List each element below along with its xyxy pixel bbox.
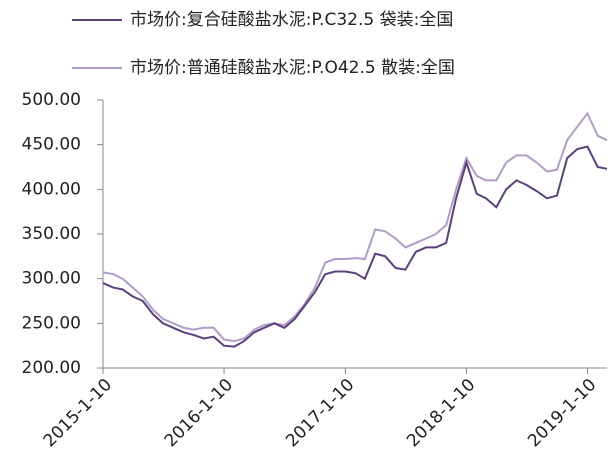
y-tick-label: 350.00 [22,224,81,244]
x-tick-label: 2019-1-10 [524,375,600,451]
legend-label: 市场价:复合硅酸盐水泥:P.C32.5 袋装:全国 [130,10,453,30]
x-tick-label: 2017-1-10 [282,375,358,451]
x-tick-label: 2016-1-10 [161,375,237,451]
y-tick-label: 450.00 [22,135,81,155]
x-tick-label: 2018-1-10 [403,375,479,451]
y-tick-label: 500.00 [22,90,81,110]
series-line [102,111,608,343]
legend-label: 市场价:普通硅酸盐水泥:P.O42.5 散装:全国 [130,58,455,78]
series-line [102,145,608,348]
y-tick-label: 200.00 [22,358,81,378]
y-tick-label: 250.00 [22,313,81,333]
x-tick-label: 2015-1-10 [40,375,116,451]
y-tick-label: 400.00 [22,179,81,199]
y-tick-label: 300.00 [22,269,81,289]
